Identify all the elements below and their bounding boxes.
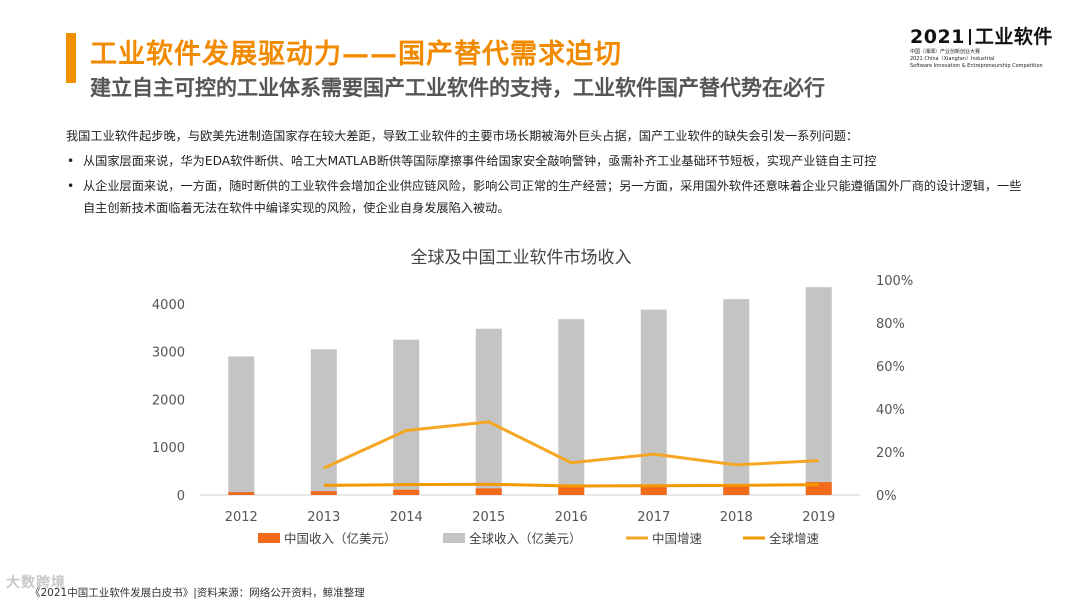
y-left-tick-label: 3000 [152,346,185,361]
x-tick-label: 2012 [225,510,258,525]
legend-swatch [258,533,280,543]
title-accent-bar [66,33,76,83]
china-revenue-bar [558,486,585,495]
legend-label: 全球收入（亿美元） [469,531,582,546]
x-tick-label: 2016 [555,510,588,525]
source-footer: 《2021中国工业软件发展白皮书》|资料来源：网络公开资料，鲸准整理 [30,587,365,599]
bullet-national: 从国家层面来说，华为EDA软件断供、哈工大MATLAB断供等国际摩擦事件给国家安… [66,150,1026,172]
logo-line-1: 中国（湘潭）产业创新创业大赛 [910,49,981,55]
global-revenue-bar [558,319,585,495]
intro-text: 我国工业软件起步晚，与欧美先进制造国家存在较大差距，导致工业软件的主要市场长期被… [66,129,859,143]
legend-label: 全球增速 [769,531,820,546]
y-right-tick-label: 100% [876,274,913,289]
global-revenue-bar [475,328,502,495]
logo-line-3: Software Innovation & Entrepreneurship C… [910,63,1043,69]
y-right-tick-label: 40% [876,403,905,418]
global-revenue-bar [310,349,337,495]
page-title: 工业软件发展驱动力——国产替代需求迫切 [90,39,622,70]
bullet-enterprise: 从企业层面来说，一方面，随时断供的工业软件会增加企业供应链风险，影响公司正常的生… [66,175,1026,219]
china-revenue-bar [310,491,337,495]
x-tick-label: 2018 [720,510,753,525]
legend-swatch [443,533,465,543]
y-right-tick-label: 0% [876,489,897,504]
legend-label: 中国增速 [652,531,703,546]
y-right-tick-label: 60% [876,360,905,375]
y-left-tick-label: 4000 [152,298,185,313]
global-revenue-bar [805,287,832,495]
bullet-list: 从国家层面来说，华为EDA软件断供、哈工大MATLAB断供等国际摩擦事件给国家安… [66,150,1026,222]
global-revenue-bar [228,356,255,495]
global-revenue-bar [393,339,420,495]
logo-name: 工业软件 [974,26,1053,48]
logo-year: 2021 [910,26,965,48]
x-tick-label: 2015 [472,510,505,525]
china-growth-line [323,420,819,470]
y-right-tick-label: 20% [876,446,905,461]
china-revenue-bar [393,489,420,495]
y-right-tick-label: 80% [876,317,905,332]
page-subtitle: 建立自主可控的工业体系需要国产工业软件的支持，工业软件国产替代势在必行 [90,76,825,100]
china-revenue-bar [475,488,502,495]
y-left-tick-label: 1000 [152,441,185,456]
x-tick-label: 2019 [802,510,835,525]
x-tick-label: 2014 [390,510,423,525]
y-left-tick-label: 2000 [152,393,185,408]
china-revenue-bar [228,492,255,495]
china-revenue-bar [723,484,750,495]
china-revenue-bar [640,485,667,495]
x-tick-label: 2017 [637,510,670,525]
logo-line-2: 2021 China（Xiangtan）Industrial [910,56,995,62]
global-revenue-bar [640,309,667,495]
y-left-tick-label: 0 [177,489,185,504]
competition-logo: 2021 工业软件 中国（湘潭）产业创新创业大赛 2021 China（Xiang… [910,22,1052,70]
legend-label: 中国收入（亿美元） [284,531,397,546]
chart-title: 全球及中国工业软件市场收入 [411,248,632,268]
watermark: 大数跨境 [6,575,66,591]
global-growth-line [323,482,819,488]
x-tick-label: 2013 [307,510,340,525]
